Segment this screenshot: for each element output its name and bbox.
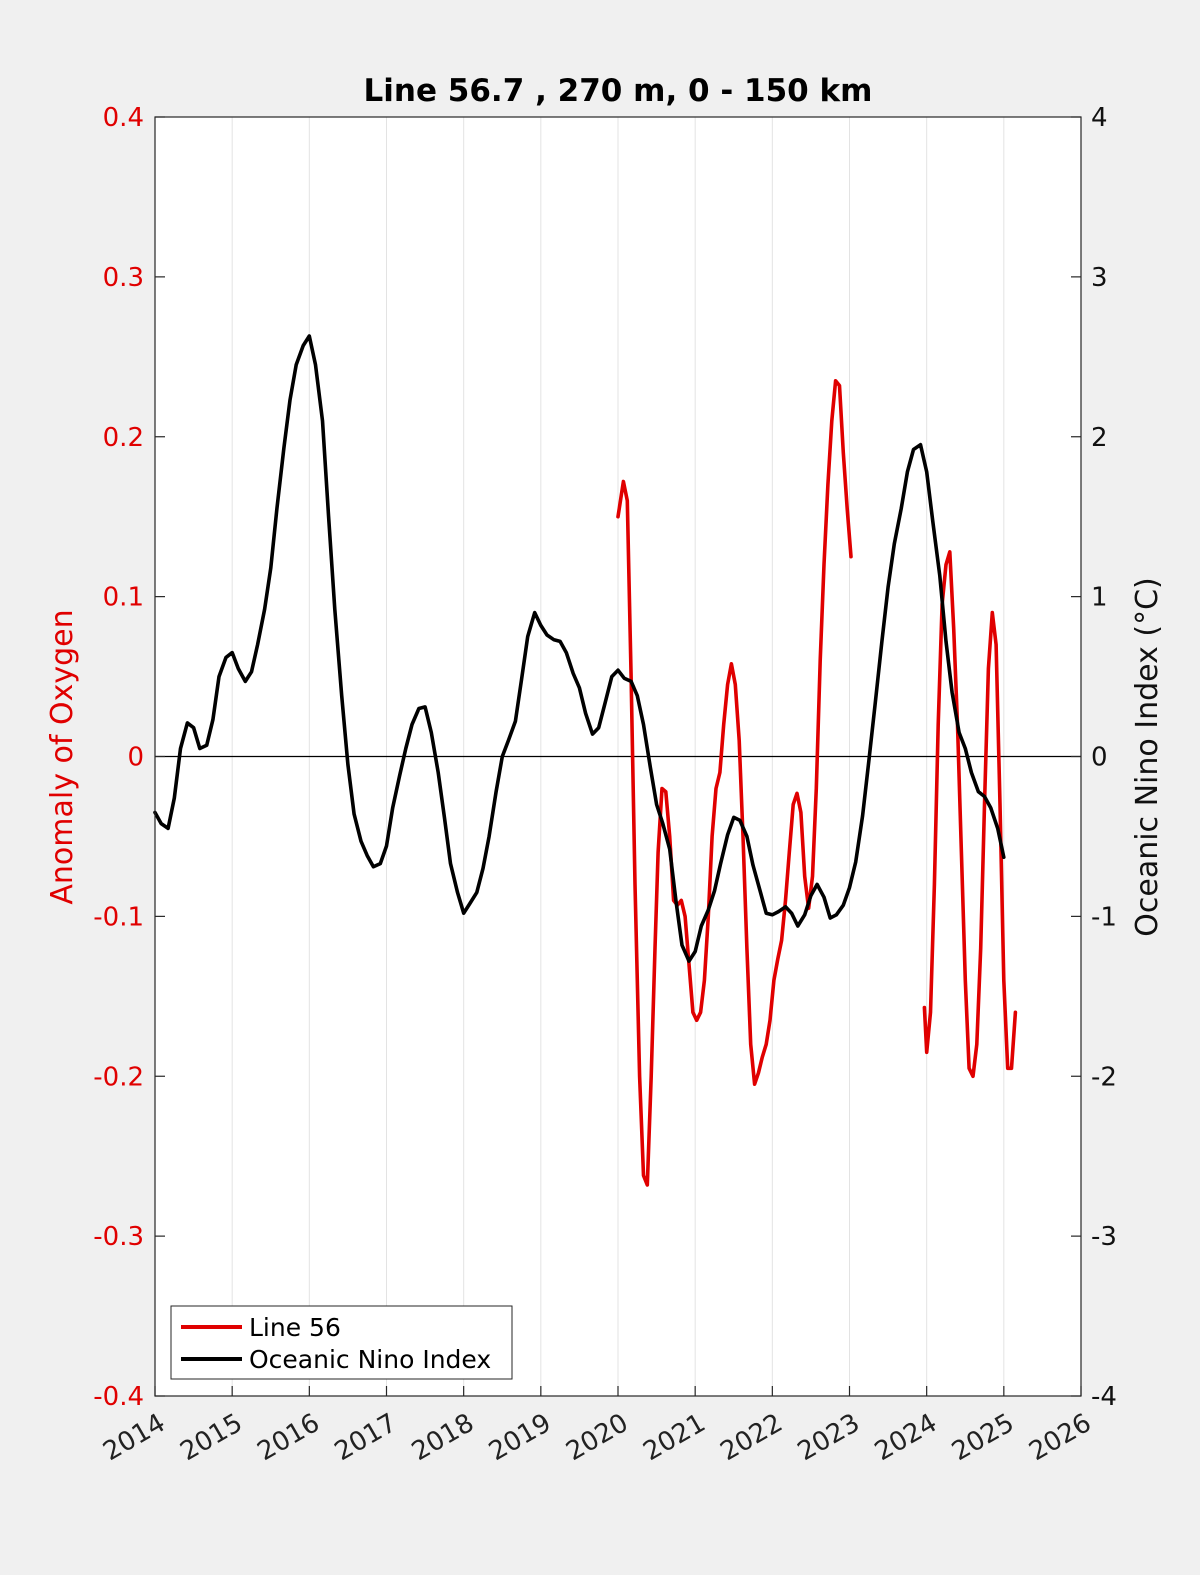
x-tick-label: 2021: [638, 1408, 710, 1467]
y-right-tick-label: 1: [1091, 583, 1108, 613]
y-axis-right-label: Oceanic Nino Index (°C): [1130, 577, 1165, 937]
y-left-tick-label: -0.3: [93, 1222, 144, 1252]
x-tick-label: 2026: [1024, 1408, 1096, 1467]
series-line-oceanic-nino-index: [153, 334, 1006, 963]
y-left-tick-label: -0.1: [93, 902, 144, 932]
x-tick-label: 2020: [561, 1408, 633, 1467]
y-left-tick-label: -0.4: [93, 1382, 144, 1412]
x-tick-label: 2014: [98, 1408, 170, 1467]
chart-title: Line 56.7 , 270 m, 0 - 150 km: [364, 73, 873, 109]
x-tick-label: 2022: [716, 1408, 788, 1467]
y-left-tick-label: 0.3: [103, 263, 144, 293]
legend-label-line-56: Line 56: [249, 1313, 341, 1342]
y-right-tick-label: -1: [1091, 902, 1117, 932]
x-tick-label: 2017: [330, 1408, 402, 1467]
series-line-line-56: [616, 379, 853, 1187]
y-left-tick-label: 0.1: [103, 583, 144, 613]
y-right-tick-label: 2: [1091, 423, 1108, 453]
legend-box: [170, 1305, 513, 1380]
legend-label-oni: Oceanic Nino Index: [249, 1345, 491, 1374]
y-right-tick-label: 0: [1091, 743, 1108, 773]
legend: Line 56 Oceanic Nino Index: [170, 1305, 513, 1380]
x-tick-label: 2018: [407, 1408, 479, 1467]
y-right-tick-label: 4: [1091, 103, 1108, 133]
y-right-tick-label: 3: [1091, 263, 1108, 293]
series-line-line-56: [922, 550, 1018, 1079]
y-left-tick-label: 0.2: [103, 423, 144, 453]
y-right-tick-label: -2: [1091, 1062, 1117, 1092]
y-left-tick-label: -0.2: [93, 1062, 144, 1092]
x-tick-label: 2015: [175, 1408, 247, 1467]
x-tick-label: 2024: [870, 1408, 942, 1467]
series-layer: [153, 334, 1018, 1187]
y-left-tick-label: 0.4: [103, 103, 144, 133]
x-tick-label: 2023: [793, 1408, 865, 1467]
y-left-tick-label: 0: [127, 743, 144, 773]
x-tick-label: 2019: [484, 1408, 556, 1467]
x-tick-label: 2016: [253, 1408, 325, 1467]
x-tick-label: 2025: [947, 1408, 1019, 1467]
tick-marks: [154, 116, 1082, 1397]
y-right-tick-label: -4: [1091, 1382, 1117, 1412]
y-right-tick-label: -3: [1091, 1222, 1117, 1252]
y-axis-left-label: Anomaly of Oxygen: [45, 609, 80, 904]
